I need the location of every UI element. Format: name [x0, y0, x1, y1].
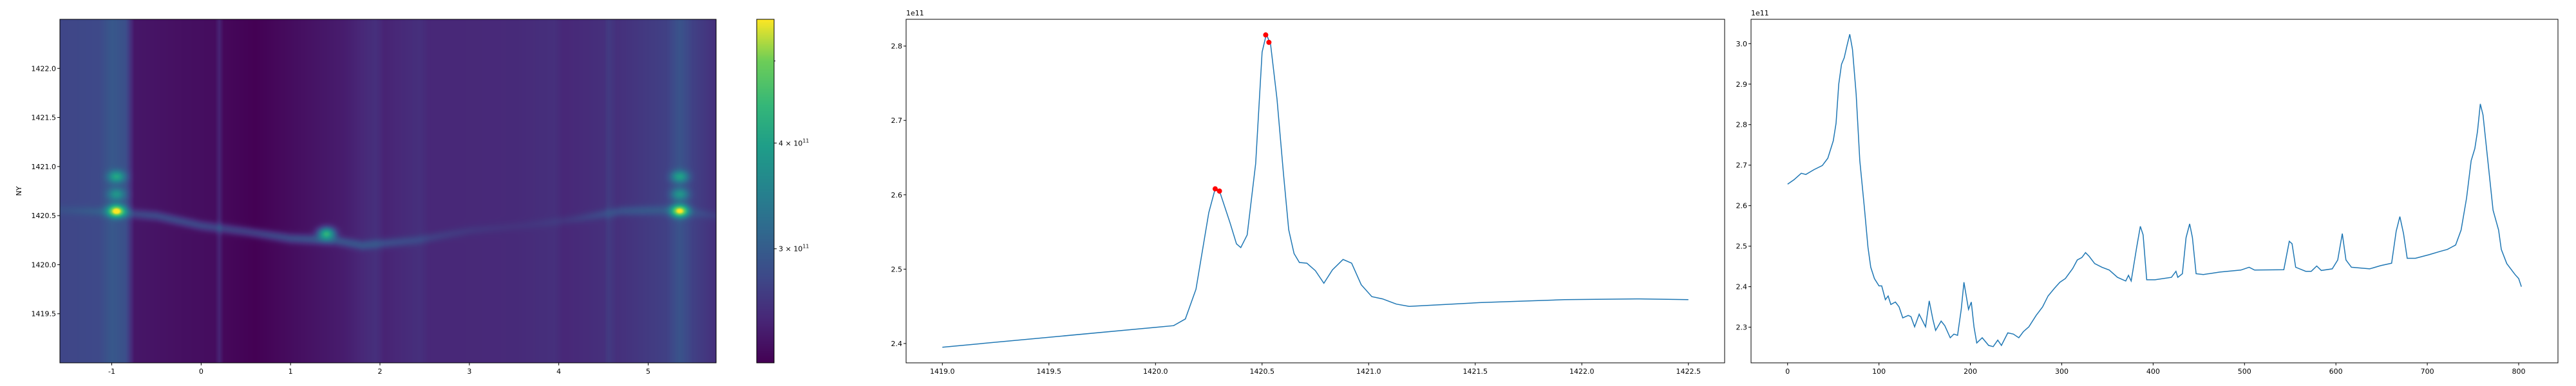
x-tick-label: 600 — [2329, 367, 2343, 376]
y-tick-label: 1419.5 — [32, 310, 57, 318]
x-tick-label: 1421.5 — [1463, 367, 1488, 376]
y-tick-label: 2.4 — [891, 340, 903, 348]
x-tick-label: -1 — [108, 367, 115, 376]
y-tick-label: 1422.0 — [32, 64, 57, 73]
peak-marker — [1263, 32, 1269, 38]
x-tick-label: 5 — [646, 367, 650, 376]
x-tick-label: 1420.0 — [1143, 367, 1168, 376]
colorbar-tick-exponent: 11 — [802, 244, 809, 250]
y-tick-label: 2.8 — [1736, 121, 1748, 129]
y-tick-label: 1420.5 — [32, 212, 57, 220]
y-tick-label: 1420.0 — [32, 261, 57, 269]
x-tick-label: 1422.5 — [1676, 367, 1701, 376]
x-tick-label: 200 — [1964, 367, 1977, 376]
peak-marker — [1266, 39, 1272, 45]
peak-marker — [1212, 186, 1218, 192]
x-tick-label: 1419.5 — [1037, 367, 1062, 376]
x-tick-label: 100 — [1872, 367, 1886, 376]
offset-label: 1e11 — [906, 9, 924, 17]
colorbar-tick-label: 3 × 1011 — [779, 244, 809, 253]
peak-marker — [1217, 188, 1222, 194]
y-tick-label: 2.4 — [1736, 283, 1748, 291]
x-tick-label: 300 — [2055, 367, 2069, 376]
y-tick-label: 2.5 — [891, 265, 903, 273]
y-tick-label: 2.8 — [891, 42, 903, 51]
series-line — [942, 32, 1689, 348]
y-tick-label: 2.6 — [891, 191, 903, 199]
x-tick-label: 1419.0 — [930, 367, 955, 376]
colorbar-tick-exponent: 11 — [802, 138, 809, 143]
x-tick-label: 0 — [1785, 367, 1790, 376]
offset-label: 1e11 — [1751, 9, 1769, 17]
x-tick-label: 3 — [467, 367, 471, 376]
x-tick-label: 500 — [2238, 367, 2251, 376]
y-tick-label: 2.6 — [1736, 202, 1748, 210]
x-tick-label: 1421.0 — [1356, 367, 1381, 376]
series-line — [1787, 34, 2522, 347]
y-tick-label: 2.7 — [1736, 161, 1748, 170]
axes-frame — [1750, 19, 2559, 363]
colorbar-tick-base: 3 × 10 — [779, 245, 802, 253]
x-tick-label: 2 — [378, 367, 383, 376]
y-tick-label: 2.3 — [1736, 324, 1748, 332]
heatmap-image — [60, 19, 716, 363]
x-tick-label: 1 — [289, 367, 293, 376]
x-tick-label: 0 — [199, 367, 204, 376]
colorbar-frame — [756, 19, 775, 363]
x-tick-label: 700 — [2421, 367, 2434, 376]
axes-frame — [59, 19, 717, 363]
colorbar-tick-label: 4 × 1011 — [779, 138, 809, 147]
colorbar — [757, 19, 774, 363]
y-tick-label: 1421.0 — [32, 163, 57, 171]
y-axis-label: NY — [15, 186, 23, 196]
y-tick-label: 2.5 — [1736, 243, 1748, 251]
x-tick-label: 1420.5 — [1250, 367, 1275, 376]
colorbar-tick-base: 4 × 10 — [779, 139, 802, 147]
axes-frame — [905, 19, 1725, 363]
x-tick-label: 400 — [2146, 367, 2160, 376]
x-tick-label: 1422.0 — [1569, 367, 1595, 376]
x-tick-label: 800 — [2512, 367, 2525, 376]
y-tick-label: 3.0 — [1736, 40, 1748, 48]
y-tick-label: 2.9 — [1736, 80, 1748, 89]
y-tick-label: 2.7 — [891, 116, 903, 125]
x-tick-label: 4 — [556, 367, 561, 376]
y-tick-label: 1421.5 — [32, 114, 57, 122]
